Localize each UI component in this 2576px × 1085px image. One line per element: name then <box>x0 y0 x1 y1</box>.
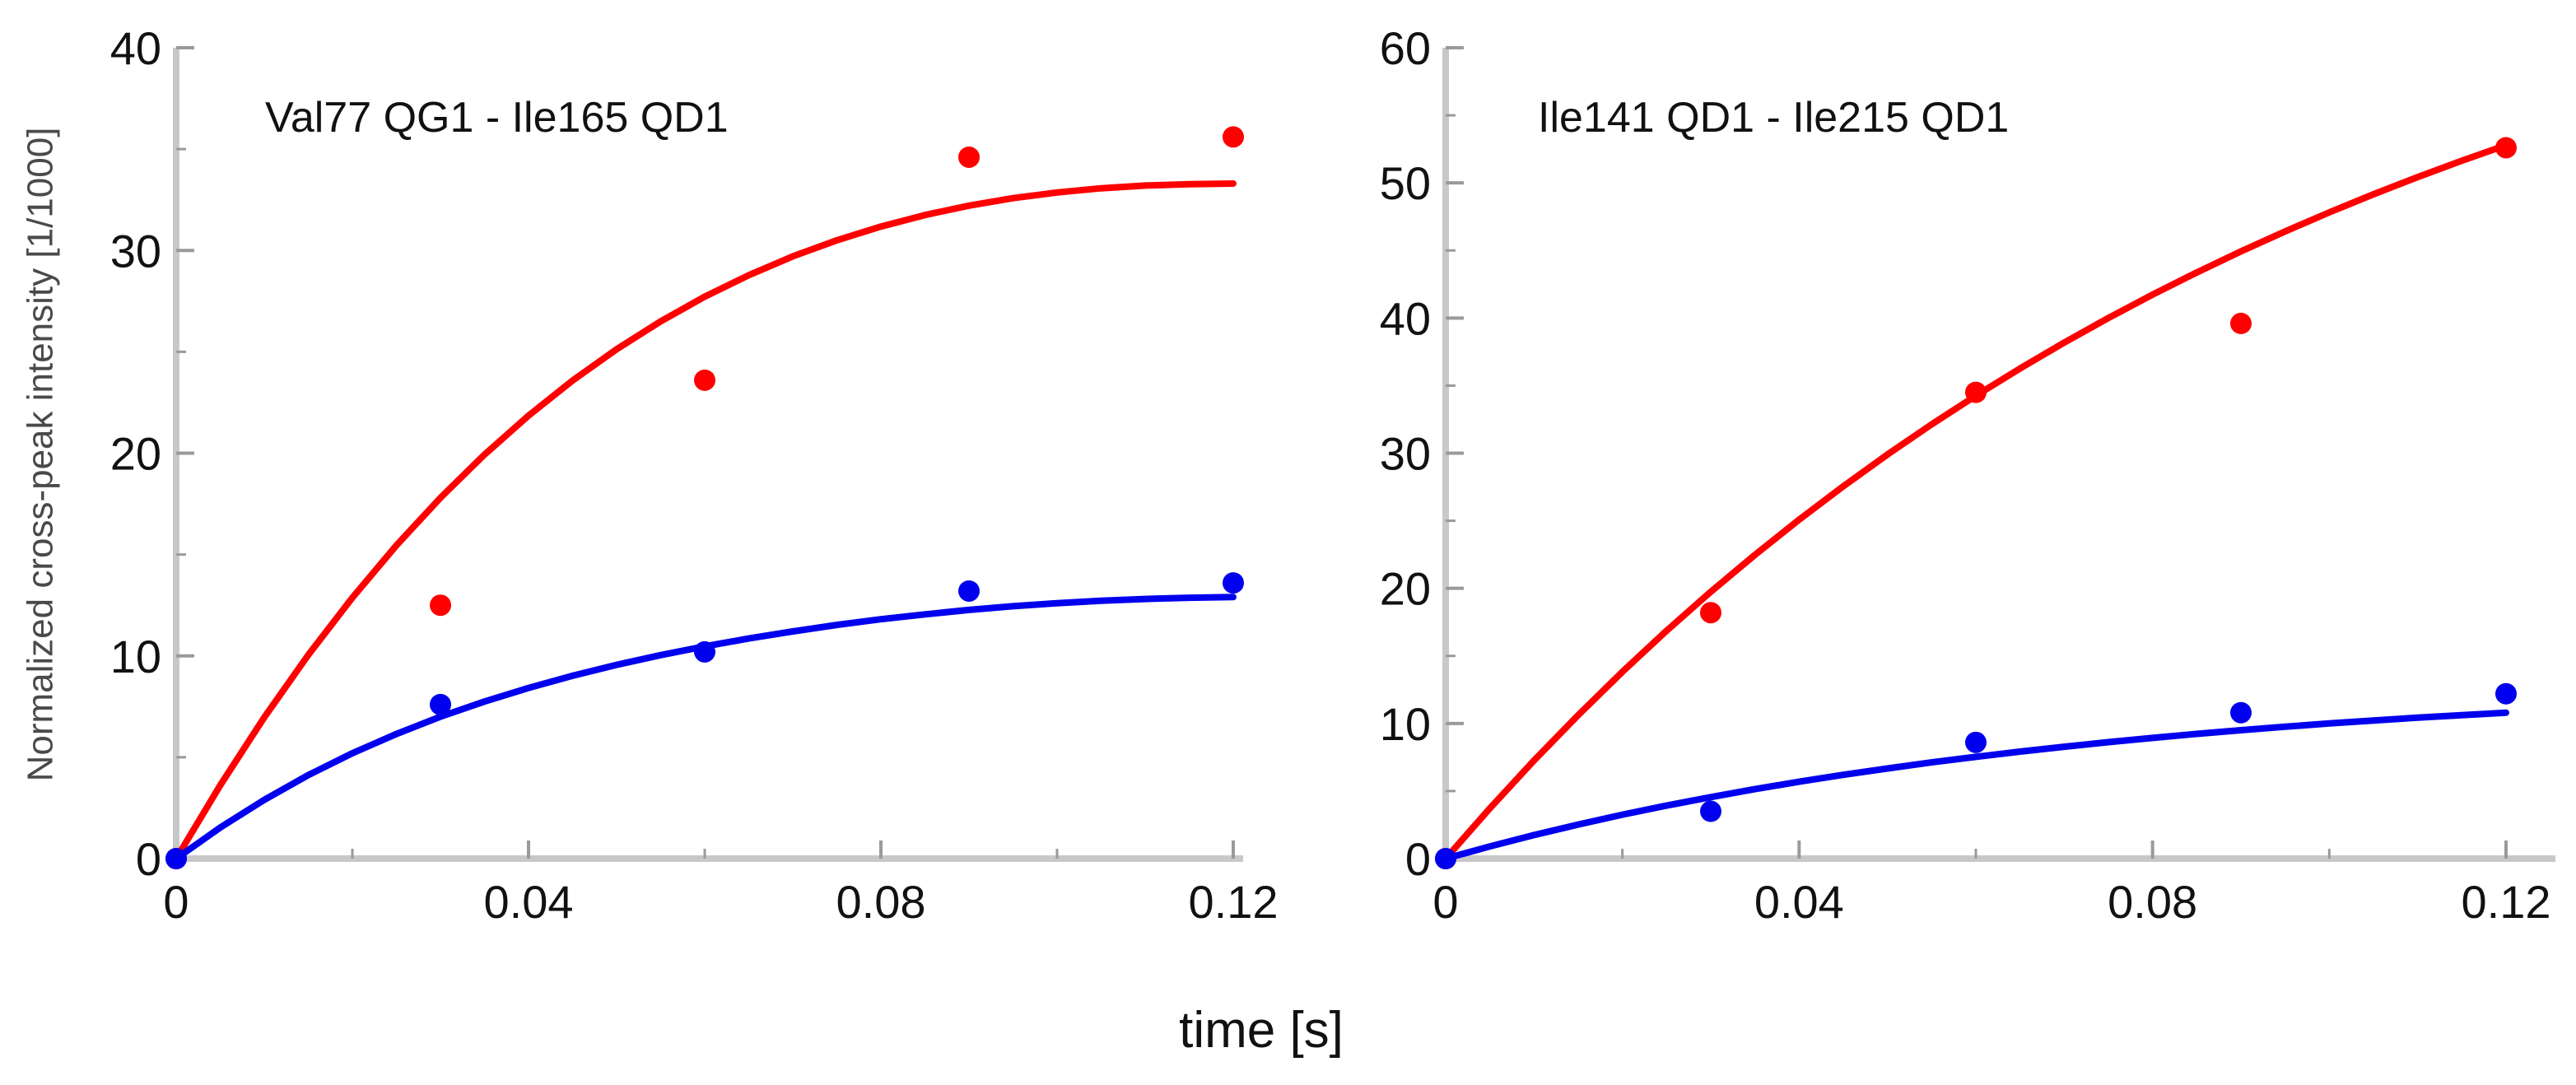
x-tick-label: 0.08 <box>2108 876 2197 928</box>
data-point-red <box>1223 126 1244 148</box>
fit-curve-blue <box>173 594 1237 862</box>
data-point-blue <box>1435 848 1456 869</box>
y-tick-label: 60 <box>1380 22 1431 74</box>
data-point-blue <box>430 693 451 715</box>
data-point-red <box>2230 312 2252 334</box>
x-axis-label: time [s] <box>1179 1002 1344 1059</box>
y-tick-label: 0 <box>136 833 161 885</box>
y-tick-label: 10 <box>110 631 161 682</box>
y-tick-label: 20 <box>1380 563 1431 615</box>
data-point-blue <box>1223 572 1244 594</box>
y-tick-label: 30 <box>110 225 161 277</box>
data-point-blue <box>2495 682 2517 705</box>
y-tick-label: 20 <box>110 428 161 480</box>
data-point-red <box>430 594 451 617</box>
data-point-blue <box>2230 701 2252 724</box>
chart-panel-right: 0 0.04 0.08 0.12 0 10 20 30 40 50 60 Ile141 QD1 - … <box>1380 22 2555 928</box>
data-point-red <box>1965 381 1987 403</box>
data-point-blue <box>1965 731 1987 753</box>
data-points <box>1435 137 2517 869</box>
data-point-blue <box>165 848 187 869</box>
x-tick-label: 0.12 <box>1189 876 1279 928</box>
tick-group: 0 0.04 0.08 0.12 0 10 20 30 40 50 60 <box>1380 22 2551 928</box>
data-point-red <box>694 369 715 391</box>
x-tick-label: 0.04 <box>484 876 574 928</box>
fit-curve-blue <box>1442 709 2509 862</box>
y-tick-label: 50 <box>1380 157 1431 209</box>
data-point-blue <box>958 580 980 602</box>
data-point-blue <box>694 640 715 663</box>
chart-title: Ile141 QD1 - Ile215 QD1 <box>1538 94 2009 142</box>
data-point-blue <box>1700 800 1721 822</box>
y-tick-label: 40 <box>110 22 161 74</box>
x-tick-label: 0 <box>1432 876 1458 928</box>
data-points <box>165 126 1244 869</box>
data-point-red <box>1700 602 1721 624</box>
data-point-red <box>958 146 980 168</box>
y-tick-label: 10 <box>1380 698 1431 750</box>
x-tick-label: 0.04 <box>1754 876 1844 928</box>
y-tick-label: 40 <box>1380 292 1431 344</box>
data-point-red <box>2495 137 2517 159</box>
y-axis-label: Normalized cross-peak intensity [1/1000] <box>21 128 61 782</box>
x-tick-label: 0.12 <box>2462 876 2551 928</box>
x-tick-label: 0.08 <box>836 876 926 928</box>
chart-title: Val77 QG1 - Ile165 QD1 <box>265 94 729 142</box>
y-tick-label: 30 <box>1380 428 1431 480</box>
y-tick-label: 0 <box>1405 833 1431 885</box>
chart-panel-left: 0 0.04 0.08 0.12 0 10 20 30 40 Val77 QG1 - Ile16… <box>110 22 1279 928</box>
fit-curves <box>173 180 1237 862</box>
fit-curve-red <box>173 180 1237 862</box>
tick-group: 0 0.04 0.08 0.12 0 10 20 30 40 <box>110 22 1279 928</box>
x-tick-label: 0 <box>163 876 189 928</box>
